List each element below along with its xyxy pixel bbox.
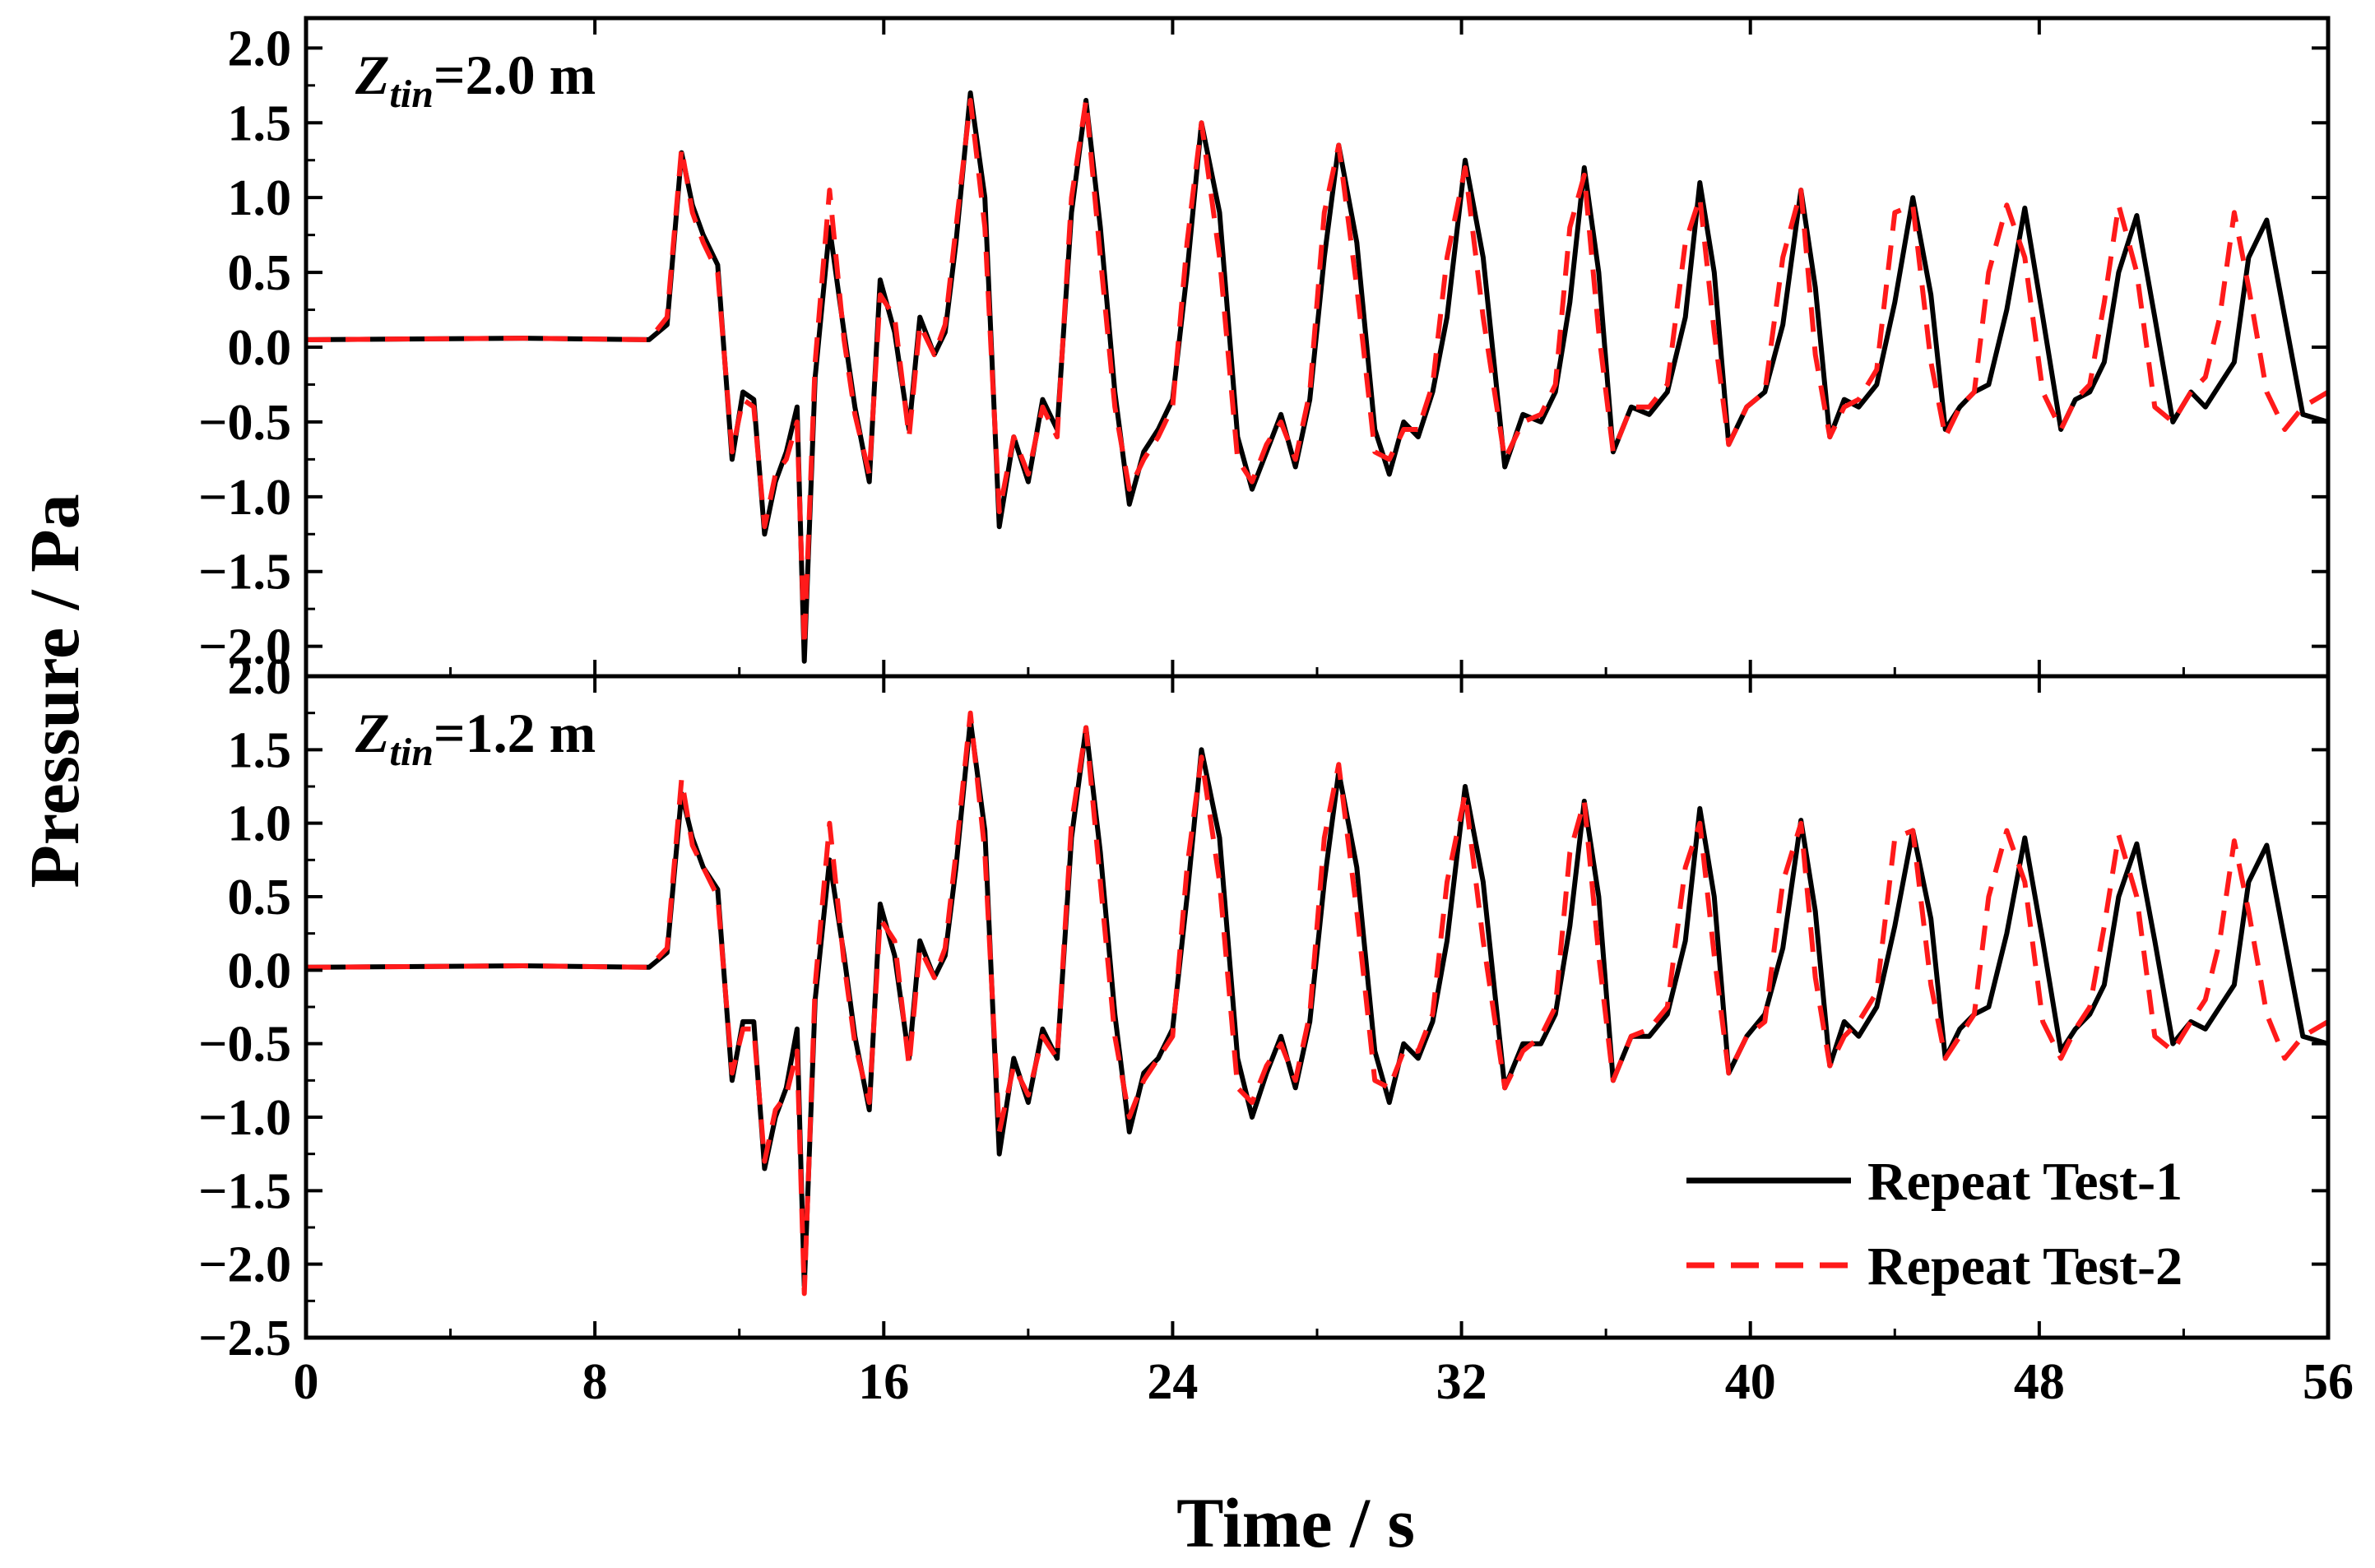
y-tick-label: −2.5	[198, 1311, 291, 1366]
y-tick-label: 1.5	[228, 722, 292, 778]
y-tick-label: 0.0	[228, 943, 292, 999]
y-tick-label: −2.0	[198, 619, 291, 675]
y-tick-label: −1.0	[198, 1090, 291, 1146]
y-tick-label: 0.5	[228, 245, 292, 301]
y-axis-title: Pressure / Pa	[15, 494, 94, 888]
x-tick-label: 24	[1147, 1354, 1198, 1410]
panel-bottom: −2.5 −2.0 −1.5 −1.0 −0.5 0.0 0.5 1.0 1.5 2.0 0 8 16 2…	[198, 649, 2354, 1410]
y-tick-label: −1.5	[198, 1163, 291, 1219]
y-tick-label: 1.0	[228, 170, 292, 226]
y-tick-label: 2.0	[228, 21, 292, 77]
y-tick-label: 0.0	[228, 320, 292, 376]
x-tick-label: 48	[2014, 1354, 2065, 1410]
y-tick-label: 2.0	[228, 649, 292, 705]
legend-label-test-2: Repeat Test-2	[1867, 1236, 2182, 1297]
series-line-2	[306, 98, 2328, 649]
y-tick-label: −0.5	[198, 395, 291, 451]
y-tick-label: 0.5	[228, 870, 292, 925]
panel-annotation: Ztin=1.2 m	[355, 702, 596, 774]
x-tick-label: 0	[294, 1354, 319, 1410]
series-line-2	[306, 710, 2328, 1297]
x-tick-label: 32	[1436, 1354, 1487, 1410]
x-tick-label: 40	[1725, 1354, 1776, 1410]
y-tick-label: −2.0	[198, 1237, 291, 1293]
x-tick-label: 16	[858, 1354, 909, 1410]
x-tick-label: 8	[582, 1354, 608, 1410]
y-tick-label: −1.0	[198, 470, 291, 526]
y-tick-label: −1.5	[198, 545, 291, 601]
y-tick-label: 1.5	[228, 95, 292, 151]
legend-label-test-1: Repeat Test-1	[1867, 1152, 2182, 1212]
legend: Repeat Test-1 Repeat Test-2	[1686, 1152, 2182, 1297]
x-axis-title: Time / s	[1176, 1483, 1415, 1562]
x-tick-label: 56	[2303, 1354, 2354, 1410]
y-tick-label: −0.5	[198, 1017, 291, 1073]
panel-annotation: Ztin=2.0 m	[355, 44, 596, 116]
plot-panels: −2.0 −1.5 −1.0 −0.5 0.0 0.5 1.0 1.5 2.0 Ztin=2.0 …	[198, 16, 2354, 1410]
y-tick-label: 1.0	[228, 796, 292, 852]
